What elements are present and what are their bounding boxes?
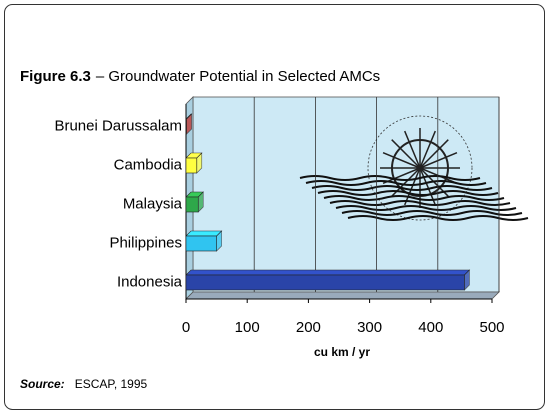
bar (186, 158, 197, 173)
page: {"chart_data": {"type": "bar", "orientat… (0, 0, 549, 414)
y-tick-label: Brunei Darussalam (54, 117, 182, 134)
x-tick-label: 500 (479, 319, 504, 336)
y-tick-label: Cambodia (114, 156, 183, 173)
bar-top (186, 270, 469, 275)
source-text: ESCAP, 1995 (75, 377, 148, 391)
y-tick-label: Philippines (109, 234, 182, 251)
x-tick-label: 300 (357, 319, 382, 336)
plot-background (193, 97, 499, 292)
source-label: Source: (20, 377, 65, 391)
y-tick-label: Indonesia (117, 273, 183, 290)
bar (186, 119, 187, 134)
source: Source: ESCAP, 1995 (20, 377, 148, 391)
bar (186, 236, 217, 251)
bar-top (186, 231, 222, 236)
x-axis-label: cu km / yr (314, 345, 370, 359)
title-label: Figure 6.3 (20, 68, 91, 85)
bar (186, 197, 198, 212)
bar (186, 275, 464, 290)
x-tick-label: 0 (182, 319, 190, 336)
floor (186, 292, 499, 299)
y-tick-label: Malaysia (123, 195, 183, 212)
x-tick-label: 400 (418, 319, 443, 336)
x-tick-label: 100 (235, 319, 260, 336)
title-text: – Groundwater Potential in Selected AMCs (96, 68, 380, 85)
x-tick-label: 200 (296, 319, 321, 336)
chart: Figure 6.3 – Groundwater Potential in Sel… (0, 0, 549, 414)
chart-title: Figure 6.3 – Groundwater Potential in Sel… (20, 68, 380, 85)
